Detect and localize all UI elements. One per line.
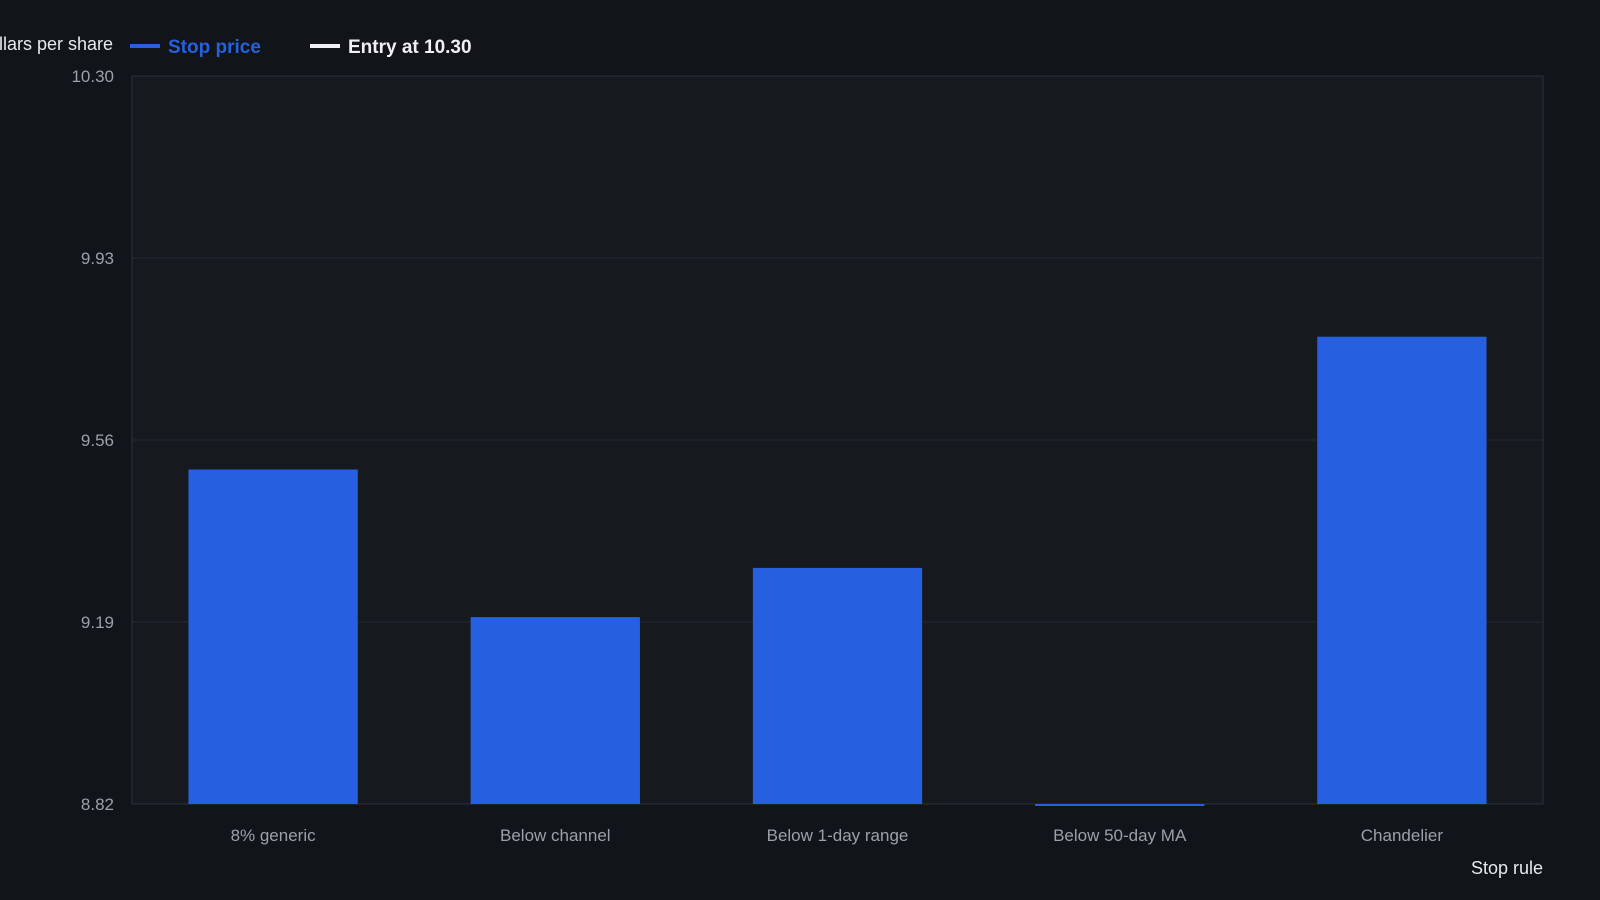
y-tick-label: 9.19: [81, 613, 114, 632]
legend: Stop price Entry at 10.30: [130, 37, 472, 58]
y-tick-label: 9.56: [81, 431, 114, 450]
x-axis-ticks: 8% generic Below channel Below 1-day range…: [231, 826, 1444, 845]
bar: [752, 567, 923, 804]
y-tick-label: 9.93: [81, 249, 114, 268]
x-tick-label: Below channel: [500, 826, 611, 845]
legend-label-entry: Entry at 10.30: [348, 37, 472, 58]
bars: [188, 336, 1487, 806]
legend-label-stop-price: Stop price: [168, 37, 261, 58]
bar: [1035, 804, 1205, 806]
y-tick-label: 10.30: [71, 67, 114, 86]
bar: [1317, 336, 1487, 804]
x-axis-label: Stop rule: [1471, 858, 1543, 878]
x-tick-label: Below 50-day MA: [1053, 826, 1187, 845]
bar: [188, 469, 358, 804]
x-tick-label: 8% generic: [231, 826, 317, 845]
bar: [470, 617, 640, 804]
x-tick-label: Below 1-day range: [767, 826, 909, 845]
y-axis-ticks: 8.82 9.19 9.56 9.93 10.30: [71, 67, 114, 814]
x-tick-label: Chandelier: [1361, 826, 1444, 845]
y-tick-label: 8.82: [81, 795, 114, 814]
y-axis-label: Dollars per share: [0, 34, 113, 54]
